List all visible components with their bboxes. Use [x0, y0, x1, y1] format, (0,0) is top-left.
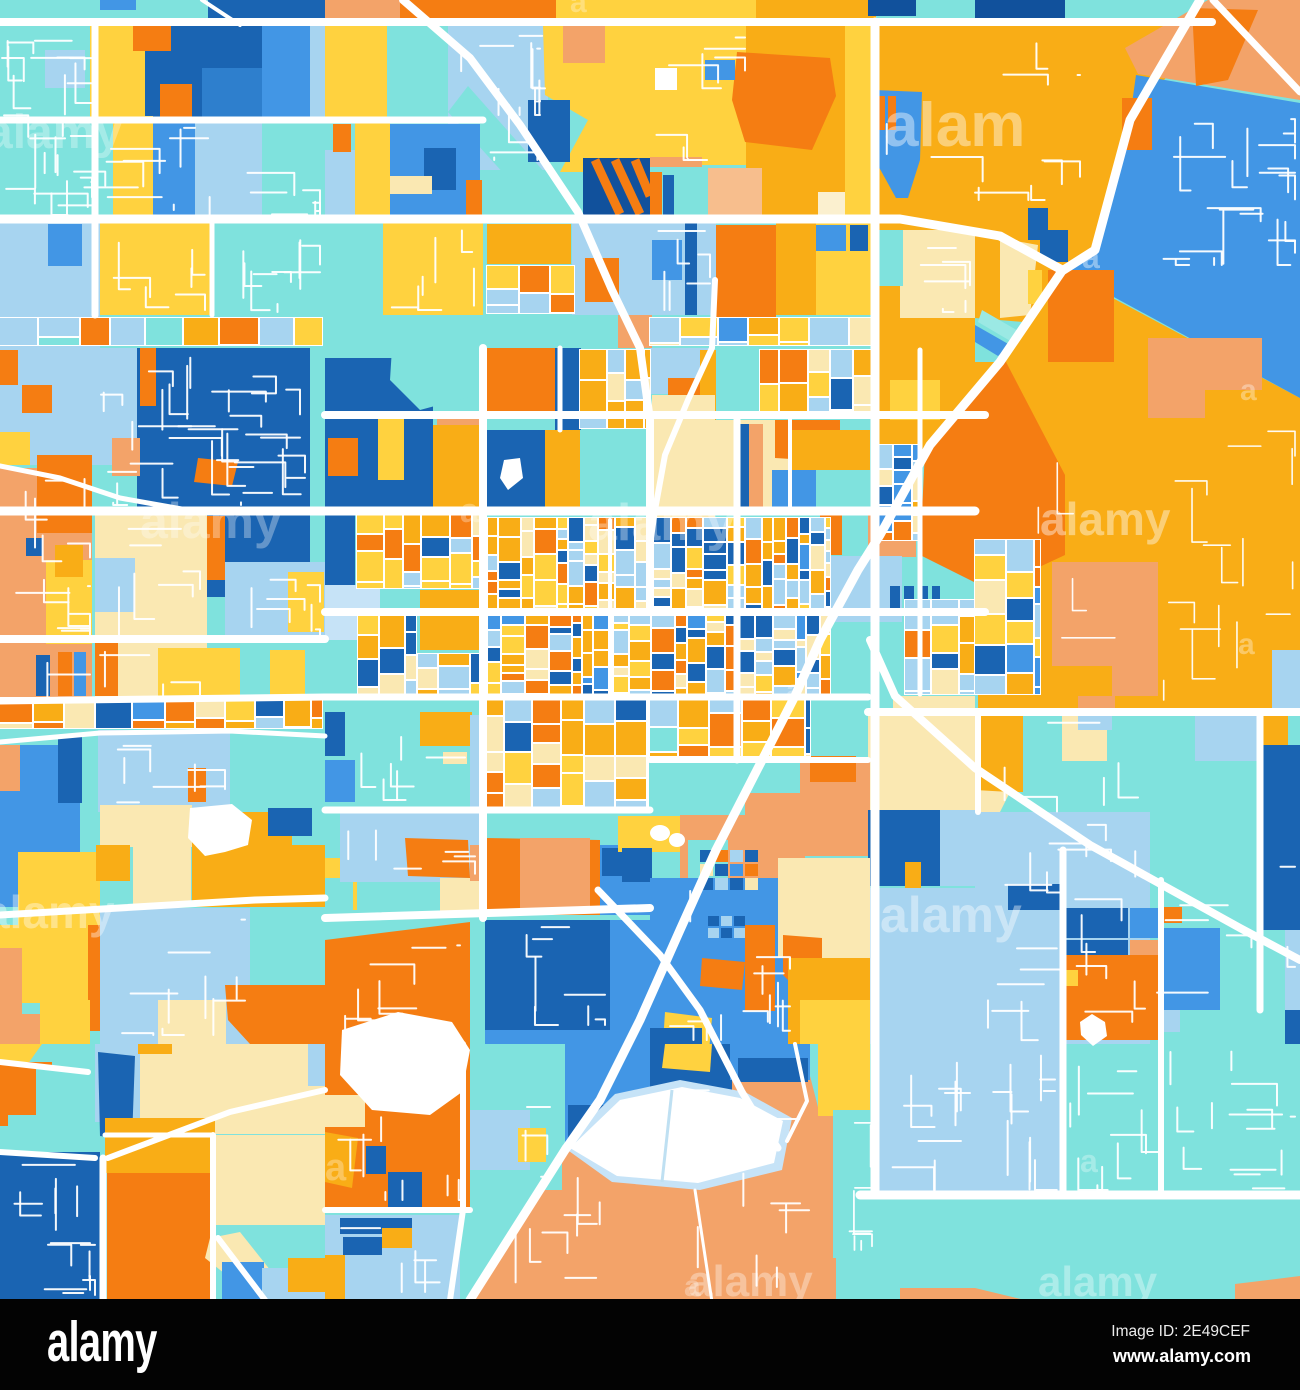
svg-text:a: a: [786, 674, 803, 707]
svg-text:alamy: alamy: [880, 887, 1022, 943]
svg-text:alamy: alamy: [1040, 493, 1171, 545]
svg-text:a: a: [1082, 239, 1100, 275]
svg-text:a: a: [1240, 374, 1257, 407]
svg-text:a: a: [1238, 628, 1255, 661]
svg-text:a: a: [570, 0, 587, 19]
svg-text:a: a: [460, 492, 480, 530]
svg-text:a: a: [1080, 1143, 1098, 1179]
svg-text:alam: alam: [884, 91, 1025, 160]
svg-text:alamy: alamy: [688, 1257, 813, 1306]
svg-text:alamy: alamy: [1038, 1258, 1158, 1305]
svg-text:alamy: alamy: [0, 106, 122, 159]
svg-text:alamy: alamy: [140, 493, 282, 549]
svg-text:alamy: alamy: [588, 494, 736, 552]
svg-text:a: a: [684, 1270, 701, 1303]
svg-text:a: a: [325, 1147, 347, 1189]
svg-text:alamy: alamy: [0, 886, 115, 938]
